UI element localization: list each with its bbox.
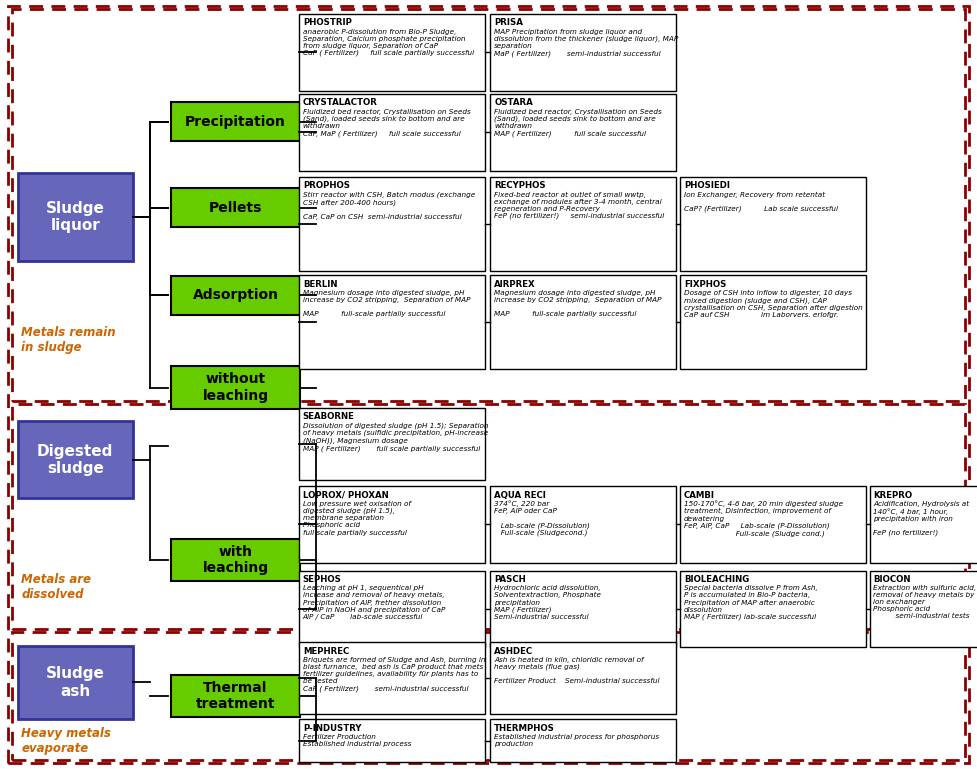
Bar — [171, 276, 300, 315]
Text: BERLIN: BERLIN — [303, 280, 337, 289]
Bar — [680, 486, 866, 563]
Bar — [490, 486, 676, 563]
Bar — [680, 275, 866, 369]
Text: Metals remain
in sludge: Metals remain in sludge — [21, 326, 116, 354]
Text: BIOLEACHING: BIOLEACHING — [684, 575, 749, 584]
Text: Metals are
dissolved: Metals are dissolved — [21, 573, 92, 601]
Text: 374°C, 220 bar
FeP, AlP oder CaP

   Lab-scale (P-Dissolution)
   Full-scale (Sl: 374°C, 220 bar FeP, AlP oder CaP Lab-sca… — [494, 501, 590, 537]
Bar — [299, 571, 485, 647]
Text: PASCH: PASCH — [494, 575, 526, 584]
Text: Precipitation: Precipitation — [185, 115, 286, 128]
Bar — [171, 538, 300, 581]
Bar — [299, 14, 485, 91]
Text: Low pressure wet oxisation of
digested sludge (pH 1.5),
membrane separation
Phos: Low pressure wet oxisation of digested s… — [303, 501, 410, 536]
Bar — [12, 404, 965, 629]
Bar — [680, 571, 866, 647]
Text: Acidification, Hydrolysis at
140°C, 4 bar, 1 hour,
precipitation with iron

FeP : Acidification, Hydrolysis at 140°C, 4 ba… — [873, 501, 969, 536]
Bar — [18, 646, 133, 719]
Text: Digested
sludge: Digested sludge — [37, 444, 113, 476]
Bar — [490, 719, 676, 762]
Text: Briquets are formed of Sludge and Ash, burning in
blast furnance,  bed ash is Ca: Briquets are formed of Sludge and Ash, b… — [303, 657, 486, 692]
Bar — [870, 571, 977, 647]
Text: PHOSTRIP: PHOSTRIP — [303, 18, 352, 28]
Bar — [870, 486, 977, 563]
Bar — [171, 675, 300, 717]
Text: ASHDEC: ASHDEC — [494, 647, 533, 656]
Text: RECYPHOS: RECYPHOS — [494, 181, 546, 191]
Bar — [299, 408, 485, 480]
Bar — [18, 173, 133, 261]
Text: Pellets: Pellets — [209, 201, 262, 215]
Text: Sludge
liquor: Sludge liquor — [46, 201, 105, 234]
Text: PRISA: PRISA — [494, 18, 524, 28]
Bar — [299, 642, 485, 714]
Bar — [18, 421, 133, 498]
Text: anaerobic P-dissolution from Bio-P Sludge,
Separation, Calcium phosphate precipi: anaerobic P-dissolution from Bio-P Sludg… — [303, 28, 474, 56]
Text: THERMPHOS: THERMPHOS — [494, 724, 555, 733]
Text: PROPHOS: PROPHOS — [303, 181, 350, 191]
Bar — [490, 177, 676, 271]
Bar — [490, 14, 676, 91]
Text: CRYSTALACTOR: CRYSTALACTOR — [303, 98, 378, 108]
Text: FIXPHOS: FIXPHOS — [684, 280, 726, 289]
Text: Dissolution of digested sludge (pH 1.5); Separation
of heavy metals (sulfidic pr: Dissolution of digested sludge (pH 1.5);… — [303, 422, 488, 451]
Text: Extraction with sulfuric acid,
removal of heavy metals by
ion exchanger
Phosphor: Extraction with sulfuric acid, removal o… — [873, 585, 977, 620]
Bar — [299, 275, 485, 369]
Text: Hydrochloric acid dissolution,
Solventextraction, Phosphate
precipitation
MAP ( : Hydrochloric acid dissolution, Solventex… — [494, 585, 602, 621]
Bar — [299, 177, 485, 271]
Bar — [490, 571, 676, 647]
Bar — [171, 188, 300, 227]
Text: P-INDUSTRY: P-INDUSTRY — [303, 724, 361, 733]
Bar — [171, 366, 300, 409]
Text: CAMBI: CAMBI — [684, 491, 715, 500]
Text: AQUA RECI: AQUA RECI — [494, 491, 546, 500]
Bar — [490, 94, 676, 171]
Text: 150-170°C, 4-6 bar, 20 min digested sludge
treatment, Disinfection, improvement : 150-170°C, 4-6 bar, 20 min digested slud… — [684, 501, 843, 537]
Text: Special bacteria dissolve P from Ash,
P is accumulated in Bio-P bacteria,
Precip: Special bacteria dissolve P from Ash, P … — [684, 585, 818, 621]
Text: Fertilizer Production
Established industrial process: Fertilizer Production Established indust… — [303, 734, 411, 747]
Text: KREPRO: KREPRO — [873, 491, 913, 500]
Bar — [12, 9, 965, 401]
Text: Established industrial process for phosphorus
production: Established industrial process for phosp… — [494, 734, 659, 747]
Text: Fluidized bed reactor, Crystallisation on Seeds
(Sand), loaded seeds sink to bot: Fluidized bed reactor, Crystallisation o… — [303, 108, 471, 137]
Text: Ion Exchanger, Recovery from retentat

CaP? (Fertilizer)          Lab scale succ: Ion Exchanger, Recovery from retentat Ca… — [684, 191, 838, 212]
Text: SEABORNE: SEABORNE — [303, 412, 355, 421]
Text: Dosage of CSH into inflow to digester, 10 days
mixed digestion (sludge and CSH),: Dosage of CSH into inflow to digester, 1… — [684, 290, 863, 318]
Text: Adsorption: Adsorption — [192, 288, 278, 302]
Text: LOPROX/ PHOXAN: LOPROX/ PHOXAN — [303, 491, 389, 500]
Text: Thermal
treatment: Thermal treatment — [195, 681, 276, 711]
Bar — [299, 486, 485, 563]
Text: Magnesium dosage into digested sludge, pH
increase by CO2 stripping,  Separation: Magnesium dosage into digested sludge, p… — [494, 290, 661, 318]
Text: Sludge
ash: Sludge ash — [46, 666, 105, 699]
Text: AIRPREX: AIRPREX — [494, 280, 536, 289]
Text: OSTARA: OSTARA — [494, 98, 533, 108]
Text: Fluidized bed reactor, Crystallisation on Seeds
(Sand), loaded seeds sink to bot: Fluidized bed reactor, Crystallisation o… — [494, 108, 662, 137]
Bar — [299, 719, 485, 762]
Bar — [12, 632, 965, 760]
Text: Heavy metals
evaporate: Heavy metals evaporate — [21, 727, 111, 754]
Text: Magnesium dosage into digested sludge, pH
increase by CO2 stripping,  Separation: Magnesium dosage into digested sludge, p… — [303, 290, 470, 318]
Text: SEPHOS: SEPHOS — [303, 575, 342, 584]
Text: MAP Precipitation from sludge liquor and
dissolution from the thickener (sludge : MAP Precipitation from sludge liquor and… — [494, 28, 679, 57]
Text: PHOSIEDI: PHOSIEDI — [684, 181, 730, 191]
Bar — [299, 94, 485, 171]
Text: Stirr reactor with CSH, Batch modus (exchange
CSH after 200-400 hours)

CaP, CaP: Stirr reactor with CSH, Batch modus (exc… — [303, 191, 475, 220]
Bar — [171, 102, 300, 141]
Text: with
leaching: with leaching — [202, 544, 269, 575]
Text: Fixed-bed reactor at outlet of small wwtp,
exchange of modules after 3-4 month, : Fixed-bed reactor at outlet of small wwt… — [494, 191, 664, 219]
Text: without
leaching: without leaching — [202, 372, 269, 403]
Text: Ash is heated in kiln, chloridic removal of
heavy metals (flue gas)

Fertilizer : Ash is heated in kiln, chloridic removal… — [494, 657, 659, 684]
Text: BIOCON: BIOCON — [873, 575, 911, 584]
Text: Leaching at pH 1, sequentical pH
increase and removal of heavy metals,
Precipita: Leaching at pH 1, sequentical pH increas… — [303, 585, 446, 620]
Bar — [680, 177, 866, 271]
Text: MEPHREC: MEPHREC — [303, 647, 349, 656]
Bar — [490, 275, 676, 369]
Bar — [490, 642, 676, 714]
